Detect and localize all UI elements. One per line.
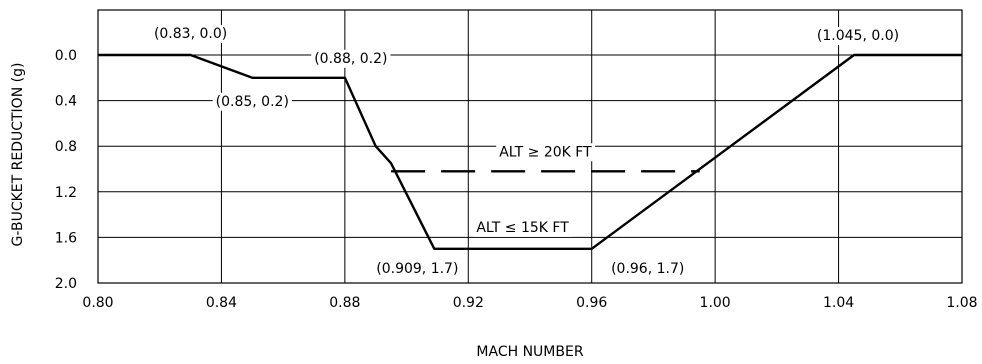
y-tick-label: 0.4 bbox=[55, 94, 77, 110]
annotation: (0.96, 1.7) bbox=[608, 259, 688, 278]
series-line-solid bbox=[98, 53, 962, 251]
annotation-label: (0.96, 1.7) bbox=[611, 261, 684, 277]
x-tick-label: 1.04 bbox=[823, 295, 854, 311]
annotation: (0.88, 0.2) bbox=[311, 49, 391, 68]
x-tick-label: 0.88 bbox=[329, 295, 360, 311]
annotation-label: (0.85, 0.2) bbox=[216, 94, 289, 110]
annotation: ALT ≥ 20K FT bbox=[496, 143, 596, 162]
annotation-bg bbox=[212, 92, 292, 111]
y-tick-label: 2.0 bbox=[55, 276, 77, 292]
annotation-label: ALT ≥ 20K FT bbox=[499, 144, 592, 160]
x-tick-label: 0.92 bbox=[453, 295, 484, 311]
x-tick-label: 1.00 bbox=[700, 295, 731, 311]
annotation: (0.909, 1.7) bbox=[373, 259, 462, 278]
annotation-bg bbox=[813, 27, 903, 45]
y-tick-labels: 0.0 0.4 0.8 1.2 1.6 2.0 bbox=[55, 48, 77, 292]
x-tick-label: 1.08 bbox=[946, 295, 977, 311]
annotation-label: ALT ≤ 15K FT bbox=[476, 220, 569, 236]
plot-frame bbox=[97, 9, 963, 284]
annotation-bg bbox=[473, 218, 573, 237]
annotation-label: (0.83, 0.0) bbox=[154, 26, 227, 42]
annotation-label: (0.909, 1.7) bbox=[376, 261, 458, 277]
x-tick-label: 0.80 bbox=[82, 295, 113, 311]
annotation-labels: (0.83, 0.0) (0.85, 0.2) (0.88, 0.2) (0.909,… bbox=[150, 25, 903, 278]
annotation: (0.85, 0.2) bbox=[212, 92, 292, 111]
annotation-bg bbox=[608, 259, 688, 278]
annotation-bg bbox=[311, 49, 391, 68]
y-tick-label: 1.6 bbox=[55, 230, 77, 246]
annotation-label: (1.045, 0.0) bbox=[817, 28, 899, 44]
annotation: (0.83, 0.0) bbox=[150, 25, 231, 43]
annotation-bg bbox=[150, 25, 231, 43]
annotation: (1.045, 0.0) bbox=[813, 27, 903, 45]
annotation-bg bbox=[373, 259, 462, 278]
x-tick-label: 0.96 bbox=[576, 295, 607, 311]
annotation-label: (0.88, 0.2) bbox=[314, 51, 387, 67]
y-tick-label: 1.2 bbox=[55, 185, 77, 201]
x-tick-labels: 0.80 0.84 0.88 0.92 0.96 1.00 1.04 1.08 bbox=[82, 295, 977, 311]
annotation-bg bbox=[496, 143, 596, 162]
series-lines bbox=[98, 53, 962, 251]
y-axis-title: G-BUCKET REDUCTION (g) bbox=[10, 63, 26, 247]
y-tick-label: 0.8 bbox=[55, 139, 77, 155]
annotation: ALT ≤ 15K FT bbox=[473, 218, 573, 237]
x-tick-label: 0.84 bbox=[206, 295, 237, 311]
x-axis-title: MACH NUMBER bbox=[476, 344, 583, 360]
y-tick-label: 0.0 bbox=[55, 48, 77, 64]
